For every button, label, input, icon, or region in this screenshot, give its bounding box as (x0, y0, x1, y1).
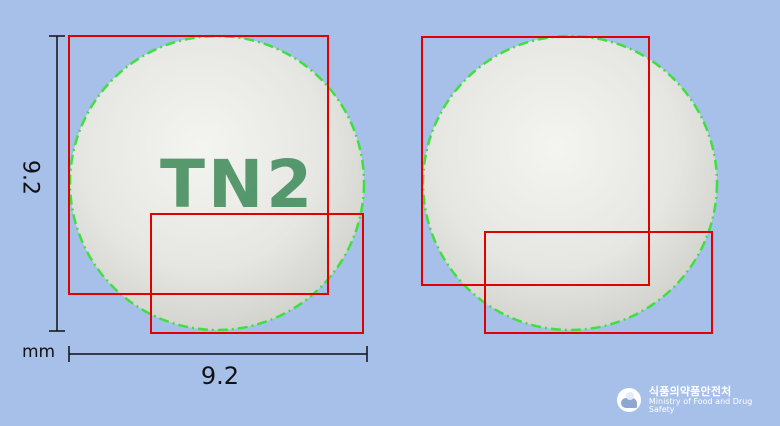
pill-front-imprint: TN2 (160, 146, 316, 223)
ministry-name-english: Ministry of Food and Drug Safety (648, 396, 753, 414)
pill-back (423, 36, 717, 330)
ministry-emblem-icon (617, 388, 641, 413)
height-dimension-label: 9.2 (17, 160, 43, 195)
front-box-upper (68, 35, 329, 295)
front-box-lower (150, 213, 364, 334)
ministry-name-korean: 식품의약품안전처 (648, 385, 732, 398)
back-box-upper (421, 36, 650, 286)
width-dimension-label: 9.2 (200, 362, 240, 390)
dimension-unit-label: mm (22, 342, 56, 362)
ministry-logo-text: 식품의약품안전처 Ministry of Food and Drug Safet… (649, 386, 780, 414)
pill-front (70, 36, 364, 330)
ministry-logo: 식품의약품안전처 Ministry of Food and Drug Safet… (617, 386, 780, 414)
back-box-lower (484, 231, 713, 334)
